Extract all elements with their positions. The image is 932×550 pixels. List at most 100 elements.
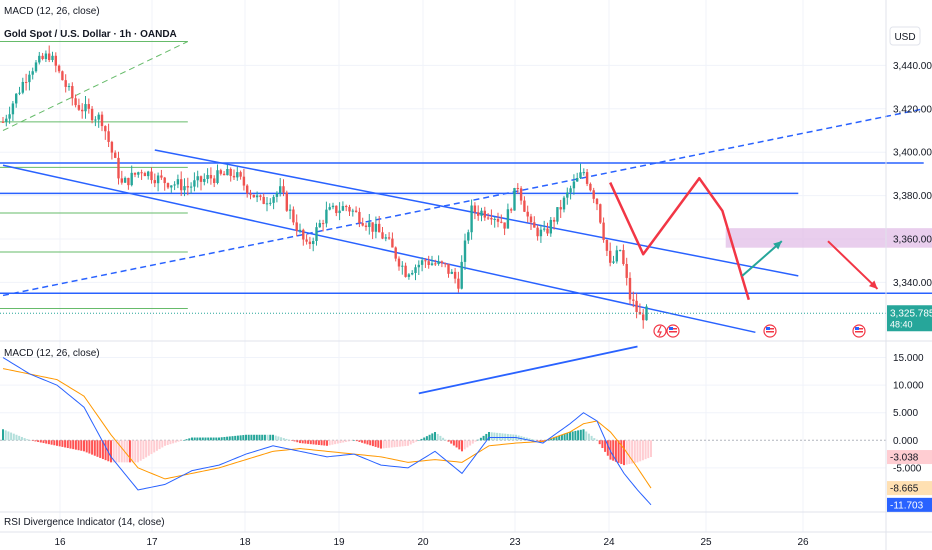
candle-body <box>226 169 229 176</box>
histogram-bar <box>452 440 455 446</box>
histogram-bar <box>533 439 536 441</box>
histogram-bar <box>50 440 53 445</box>
macd-axis[interactable]: 15.000 10.000 5.000 0.000 -5.000 <box>893 353 924 474</box>
candle-body <box>516 188 519 190</box>
flash-glyph <box>657 325 662 337</box>
histogram-bar <box>223 436 226 441</box>
price-tick-label: 3,440.000 <box>893 61 932 72</box>
candle-body <box>404 265 407 277</box>
histogram-bar <box>431 433 434 441</box>
histogram-bar <box>83 440 85 452</box>
histogram-bar <box>96 440 99 457</box>
histogram-bar <box>342 440 345 443</box>
histogram-bar <box>596 440 598 441</box>
candle-body <box>259 195 262 197</box>
economic-events[interactable] <box>653 324 866 338</box>
candle-body <box>67 86 71 88</box>
time-tick-label: 25 <box>700 537 712 548</box>
candle-body <box>467 232 470 241</box>
histogram-bar <box>91 440 94 455</box>
price-tick-label: 3,400.000 <box>893 148 932 159</box>
candle-body <box>44 53 48 60</box>
candle-body <box>203 178 206 182</box>
time-tick-label: 26 <box>797 537 809 548</box>
histogram-bar <box>145 440 148 458</box>
macd-title[interactable]: MACD (12, 26, close) <box>4 348 100 359</box>
currency-label[interactable]: USD <box>894 32 915 43</box>
histogram-bar <box>155 440 158 451</box>
trendline <box>2 164 756 334</box>
histogram-bar <box>377 440 380 448</box>
flag-canton <box>669 327 673 330</box>
rsi-title[interactable]: RSI Divergence Indicator (14, close) <box>4 517 165 528</box>
histogram-bar <box>579 429 582 441</box>
candle-body <box>500 221 503 223</box>
currency-box[interactable] <box>889 26 921 46</box>
histogram-bar <box>631 440 634 464</box>
time-axis[interactable]: 16 17 18 19 20 23 24 25 26 <box>54 537 809 548</box>
histogram-bar <box>320 440 323 446</box>
candle-body <box>556 207 559 222</box>
candle-body <box>328 207 331 210</box>
histogram-bar <box>380 440 382 449</box>
histogram-bar <box>188 438 191 441</box>
candle-body <box>222 173 226 176</box>
histogram-bar <box>69 440 72 449</box>
macd-tick-label: 10.000 <box>893 381 924 392</box>
histogram-bar <box>85 440 88 453</box>
candle-body <box>104 126 107 132</box>
candle-body <box>5 118 8 122</box>
histogram-bar <box>164 440 166 446</box>
histogram-bar <box>312 440 315 445</box>
histogram-bar <box>639 440 642 462</box>
candle-body <box>160 175 163 178</box>
candle-body <box>506 209 510 229</box>
histogram-bar <box>396 440 399 447</box>
flag-stripe <box>669 331 677 333</box>
histogram-bar <box>585 431 588 441</box>
candle-body <box>427 261 430 265</box>
histogram-bar <box>126 440 129 463</box>
histogram-bar <box>212 437 215 441</box>
histogram-bar <box>539 440 542 442</box>
histogram-bar <box>255 434 258 441</box>
macd-pane[interactable] <box>0 345 886 506</box>
histogram-bar <box>425 436 428 441</box>
candle-body <box>51 55 54 61</box>
candle-body <box>331 205 335 208</box>
candle-body <box>209 174 213 179</box>
histogram-bar <box>64 440 67 448</box>
candle-body <box>186 186 189 188</box>
histogram-bar <box>412 440 415 444</box>
histogram-bar <box>209 437 212 441</box>
candle-body <box>74 98 77 106</box>
candle-body <box>94 119 97 121</box>
histogram-bar <box>253 434 256 441</box>
candle-body <box>354 210 358 212</box>
histogram-bar <box>571 431 574 441</box>
macd-badge-signal <box>887 481 932 496</box>
bearish-arrow-head <box>868 280 878 289</box>
us-flag-icon <box>666 324 680 338</box>
histogram-bar <box>444 439 447 441</box>
histogram-bar <box>166 440 169 445</box>
candle-body <box>176 179 180 185</box>
histogram-bar <box>498 433 501 441</box>
candle-body <box>417 264 420 268</box>
histogram-bar <box>420 438 423 441</box>
histogram-bar <box>42 440 45 444</box>
histogram-bar <box>45 440 48 444</box>
histogram-bar <box>242 435 245 441</box>
histogram-bar <box>77 440 80 451</box>
top-indicator-label[interactable]: MACD (12, 26, close) <box>4 6 100 17</box>
histogram-bar <box>436 433 439 441</box>
histogram-bar <box>72 440 75 450</box>
histogram-bar <box>174 440 177 443</box>
price-axis[interactable]: 3,440.000 3,420.000 3,400.000 3,380.000 3,36… <box>893 61 932 289</box>
symbol-title[interactable]: Gold Spot / U.S. Dollar · 1h · OANDA <box>4 29 177 40</box>
price-pane[interactable] <box>0 41 932 338</box>
candle-body <box>143 173 147 177</box>
candle-body <box>381 232 384 239</box>
histogram-bar <box>39 440 42 443</box>
